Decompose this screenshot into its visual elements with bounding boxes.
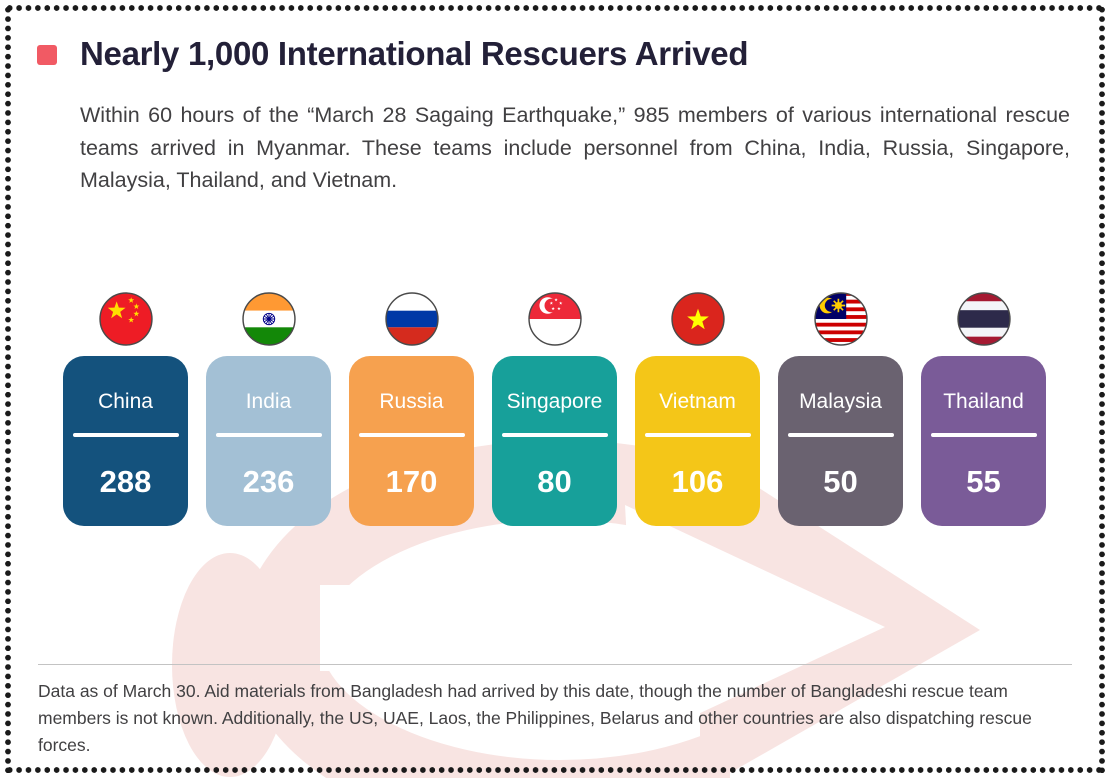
rescuer-count: 106 <box>671 464 724 499</box>
rescuer-count: 288 <box>99 464 152 499</box>
country-name: Thailand <box>943 390 1024 413</box>
malaysia-flag-icon <box>813 292 868 346</box>
footer-divider <box>38 664 1072 665</box>
rescuer-count: 80 <box>537 464 572 499</box>
country-card-india: India 236 <box>206 292 331 526</box>
dotted-border-top <box>5 5 1105 11</box>
vietnam-flag-icon <box>670 292 725 346</box>
footnote: Data as of March 30. Aid materials from … <box>38 681 1032 755</box>
russia-flag-icon <box>384 292 439 346</box>
country-name: India <box>245 390 292 413</box>
rescuer-count: 55 <box>966 464 1001 499</box>
dotted-border-right <box>1099 5 1105 773</box>
card-divider <box>72 433 179 437</box>
card-divider <box>787 433 894 437</box>
card-divider <box>930 433 1037 437</box>
country-card-singapore: Singapore 80 <box>492 292 617 526</box>
country-name: Vietnam <box>659 390 736 413</box>
country-card: China 288 <box>63 356 188 526</box>
card-divider <box>501 433 608 437</box>
country-card: India 236 <box>206 356 331 526</box>
country-name: Russia <box>379 390 444 413</box>
country-name: Malaysia <box>799 390 882 413</box>
country-card: Thailand 55 <box>921 356 1046 526</box>
card-divider <box>358 433 465 437</box>
country-card: Singapore 80 <box>492 356 617 526</box>
country-card-china: China 288 <box>63 292 188 526</box>
india-flag-icon <box>241 292 296 346</box>
country-name: Singapore <box>506 390 603 413</box>
card-divider <box>215 433 322 437</box>
china-flag-icon <box>98 292 153 346</box>
singapore-flag-icon <box>527 292 582 346</box>
country-card: Vietnam 106 <box>635 356 760 526</box>
country-card-thailand: Thailand 55 <box>921 292 1046 526</box>
country-card-vietnam: Vietnam 106 <box>635 292 760 526</box>
title-bullet-square <box>37 45 57 65</box>
country-card-malaysia: Malaysia 50 <box>778 292 903 526</box>
country-card-russia: Russia 170 <box>349 292 474 526</box>
country-card: Russia 170 <box>349 356 474 526</box>
card-divider <box>644 433 751 437</box>
country-name: China <box>98 390 153 413</box>
rescuer-count: 50 <box>823 464 858 499</box>
country-cards-row: China 288 <box>63 292 1046 526</box>
intro-paragraph: Within 60 hours of the “March 28 Sagaing… <box>80 103 1070 192</box>
rescuer-count: 236 <box>242 464 295 499</box>
thailand-flag-icon <box>956 292 1011 346</box>
dotted-border-bottom <box>5 767 1105 773</box>
rescuer-count: 170 <box>385 464 438 499</box>
dotted-border-left <box>5 5 11 773</box>
country-card: Malaysia 50 <box>778 356 903 526</box>
page-title: Nearly 1,000 International Rescuers Arri… <box>80 35 749 72</box>
